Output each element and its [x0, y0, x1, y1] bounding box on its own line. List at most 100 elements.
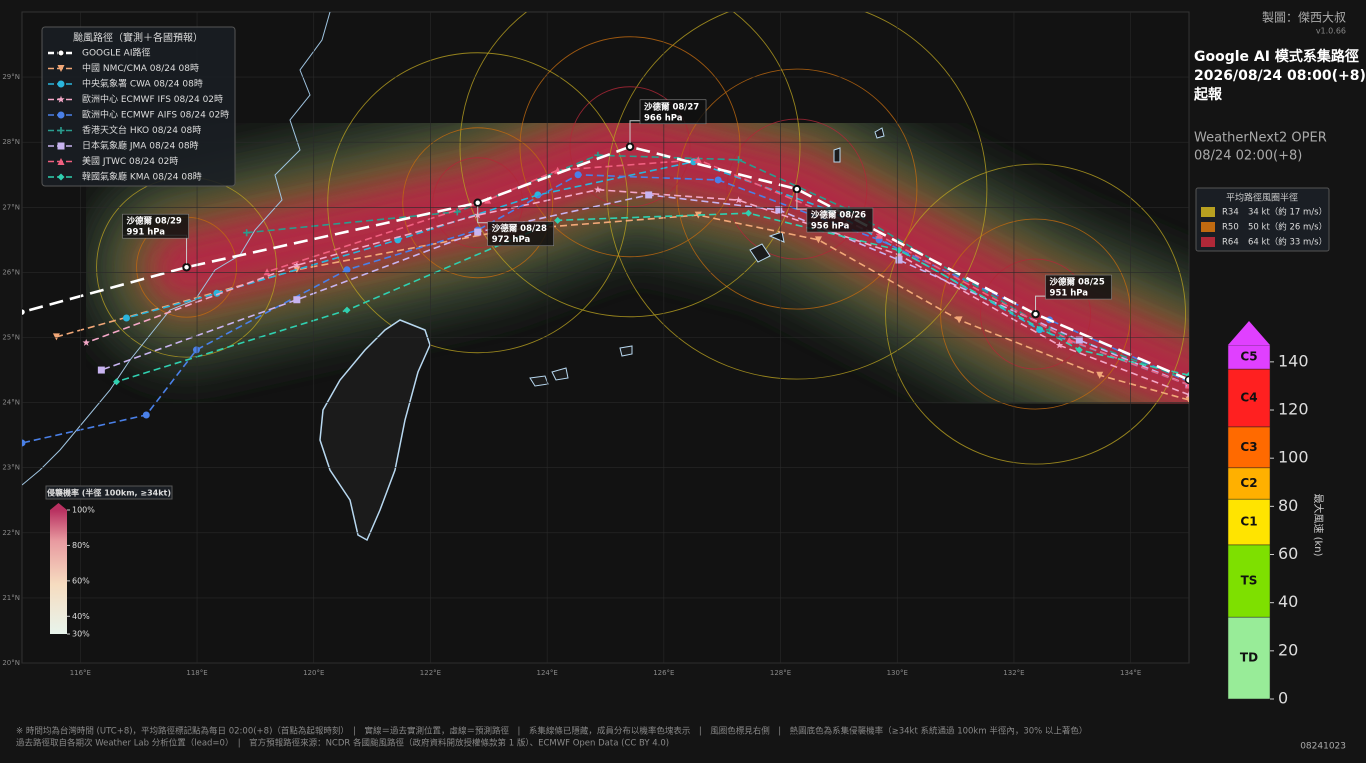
track-line: [22, 173, 1189, 444]
track-point: [1185, 390, 1189, 398]
storm-pressure: 991 hPa: [127, 228, 166, 238]
intensity-band: [1227, 368, 1271, 428]
storm-label: 沙德爾 08/29: [127, 216, 182, 227]
storm-label-box: [122, 213, 189, 239]
y-tick-label: 27°N: [2, 203, 20, 211]
prob-tick-label: 60%: [72, 576, 90, 585]
storm-position: [473, 198, 482, 207]
intensity-category: C5: [1240, 350, 1257, 364]
intensity-tick-label: 80: [1278, 496, 1298, 515]
legend-label: 中央氣象署 CWA 08/24 08時: [82, 78, 203, 90]
wind-radius-circle: [676, 68, 918, 310]
intensity-category: TD: [1240, 651, 1258, 665]
track-point: [213, 289, 221, 297]
legend-marker: [57, 127, 65, 134]
wind-radius-circle: [885, 163, 1186, 465]
x-tick-label: 116°E: [70, 669, 91, 677]
storm-position: [182, 263, 191, 271]
intensity-tick-label: 60: [1278, 544, 1298, 563]
storm-position: [793, 185, 801, 193]
storm-label: 沙德爾 08/28: [492, 223, 547, 234]
track-legend-title: 颱風路徑（實測＋各國預報）: [73, 31, 203, 44]
radius-desc: 50 kt（約 26 m/s）: [1248, 222, 1327, 233]
legend-label: 韓國氣象廳 KMA 08/24 08時: [82, 171, 202, 183]
track-point: [192, 346, 200, 354]
credit: 製圖：傑西大叔: [1262, 11, 1346, 25]
radius-desc: 34 kt（約 17 m/s）: [1248, 207, 1327, 218]
x-tick-label: 120°E: [303, 669, 324, 677]
track-point: [775, 206, 783, 214]
storm-pressure: 972 hPa: [492, 235, 531, 245]
prob-colorbar: [50, 510, 67, 634]
track-point: [895, 256, 903, 264]
y-tick-label: 22°N: [2, 529, 20, 537]
islands: [529, 127, 885, 387]
wind-radius-circle: [327, 52, 629, 354]
y-tick-label: 25°N: [2, 334, 20, 342]
track-point: [52, 333, 60, 341]
intensity-arrow: [1228, 321, 1270, 345]
track-point: [574, 171, 582, 179]
storm-pressure: 951 hPa: [1050, 289, 1089, 299]
model-name: WeatherNext2 OPER: [1194, 131, 1327, 146]
legend-label: 日本氣象廳 JMA 08/24 08時: [82, 140, 199, 152]
intensity-scale: TD TS C1 C2 C3 C4 C5 0 20 40 60 80 100 120 140: [1227, 321, 1309, 708]
radius-legend-title: 平均路徑風圈半徑: [1226, 192, 1298, 204]
track-point: [645, 191, 653, 199]
intensity-band: [1227, 544, 1271, 618]
intensity-band: [1227, 467, 1271, 500]
intensity-tick-label: 120: [1278, 400, 1309, 419]
radius-legend: R34 34 kt（約 17 m/s） R50 50 kt（約 26 m/s） R64 6…: [1201, 207, 1327, 248]
track-point: [1055, 341, 1064, 349]
label-leader: [477, 202, 488, 224]
track-point: [142, 411, 150, 419]
intensity-category: C4: [1240, 390, 1257, 404]
legend-marker: [57, 111, 65, 119]
intensity-tick-label: 100: [1278, 448, 1309, 467]
intensity-category: C2: [1240, 476, 1257, 490]
intensity-axis-label: 最大風速 (kn): [1312, 493, 1325, 556]
track-point: [1065, 336, 1073, 344]
y-tick-label: 26°N: [2, 268, 20, 276]
legend-marker: [57, 142, 65, 150]
legend-marker: [57, 65, 65, 72]
legend-marker: [57, 95, 65, 103]
radius-swatch: [1201, 207, 1215, 217]
version: v1.0.66: [1316, 27, 1346, 36]
track-point: [554, 216, 562, 224]
legend-label: 歐洲中心 ECMWF AIFS 08/24 02時: [82, 109, 229, 121]
axes: 116°E 118°E 120°E 122°E 124°E 126°E 128°E 130°E…: [2, 12, 1189, 677]
track-point: [263, 268, 271, 276]
label-leader: [629, 120, 641, 147]
legend-label: GOOGLE AI路徑: [82, 47, 151, 59]
taiwan: [319, 319, 431, 542]
radius-desc: 64 kt（約 33 m/s）: [1248, 237, 1327, 248]
legend-marker: [57, 173, 65, 181]
y-tick-label: 23°N: [2, 464, 20, 472]
storm-label-box: [1045, 274, 1112, 300]
storm-label: 沙德爾 08/27: [644, 101, 699, 112]
x-tick-label: 126°E: [653, 669, 674, 677]
intensity-tick-label: 140: [1278, 351, 1309, 370]
coastline: [22, 12, 331, 486]
track-point: [1075, 346, 1083, 354]
x-tick-label: 122°E: [420, 669, 441, 677]
track-point: [814, 236, 822, 244]
legend-label: 歐洲中心 ECMWF IFS 08/24 02時: [82, 93, 223, 105]
track-legend-box: [41, 26, 236, 187]
y-tick-label: 24°N: [2, 399, 20, 407]
storm-pressure: 966 hPa: [644, 113, 683, 123]
prob-arrow: [50, 503, 67, 510]
storm-position: [626, 143, 634, 151]
x-tick-label: 128°E: [770, 669, 791, 677]
legend-label: 中國 NMC/CMA 08/24 08時: [82, 62, 199, 74]
track-point: [82, 338, 90, 346]
track-point: [293, 296, 301, 304]
track-line: [56, 214, 1189, 401]
track-point: [293, 266, 301, 274]
legend-marker: [57, 80, 65, 88]
storm-position: [1031, 310, 1040, 318]
track-point: [694, 156, 702, 164]
x-tick-label: 132°E: [1003, 669, 1024, 677]
